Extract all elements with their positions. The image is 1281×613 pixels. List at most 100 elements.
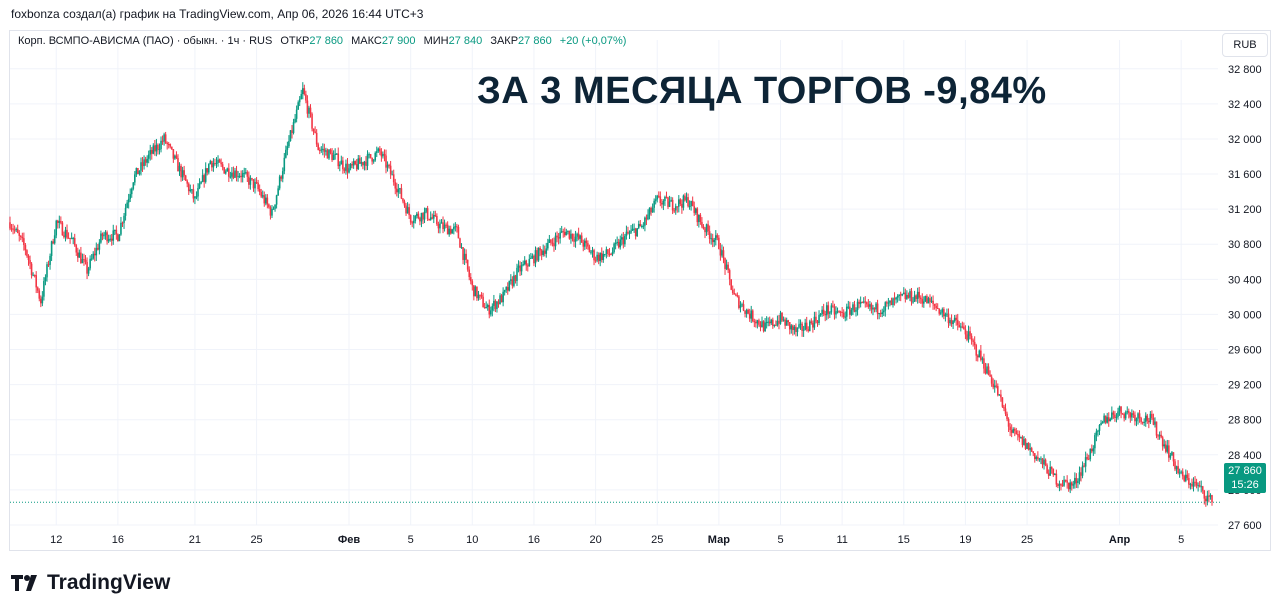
candle-body: [58, 221, 61, 223]
candle-body: [1146, 415, 1149, 421]
candle-body: [1132, 413, 1135, 415]
candle-body: [550, 239, 552, 243]
tradingview-logo-icon: [11, 575, 37, 591]
candle-body: [189, 189, 192, 192]
currency-button[interactable]: RUB: [1222, 33, 1268, 57]
candle-body: [656, 195, 659, 200]
candle-body: [442, 222, 444, 230]
candle-body: [859, 302, 862, 304]
candle-body: [901, 293, 904, 296]
candle-body: [21, 236, 24, 239]
candle-body: [146, 158, 148, 163]
candle-body: [534, 250, 537, 264]
candle-body: [1049, 466, 1051, 476]
candle-body: [254, 182, 256, 189]
candle-body: [548, 239, 551, 243]
candle-body: [862, 301, 865, 303]
candle-body: [580, 235, 583, 243]
candle-body: [1000, 394, 1002, 398]
tradingview-logo[interactable]: TradingView: [11, 571, 170, 595]
candle-body: [399, 188, 401, 190]
candle-body: [228, 168, 230, 177]
candle-body: [1012, 428, 1015, 433]
candle-body: [776, 320, 779, 326]
x-tick-label: 25: [651, 534, 663, 546]
candle-body: [637, 223, 640, 229]
candle-body: [585, 240, 588, 244]
candle-body: [995, 385, 998, 387]
candle-body: [248, 176, 250, 185]
candle-body: [642, 225, 645, 227]
candle-body: [135, 167, 138, 175]
candle-body: [1152, 418, 1155, 425]
candle-body: [294, 118, 296, 123]
last-price-value: 27 860: [1228, 465, 1262, 477]
candle-body: [918, 291, 921, 298]
candle-body: [201, 175, 204, 182]
x-tick-label: 16: [112, 534, 124, 546]
candle-body: [1035, 456, 1038, 460]
candle-body: [335, 153, 338, 155]
candle-body: [1138, 413, 1141, 419]
candle-body: [75, 245, 78, 253]
candle-body: [149, 150, 152, 155]
candle-body: [380, 151, 383, 157]
candle-body: [311, 113, 313, 129]
candle-body: [337, 153, 340, 167]
candle-body: [212, 163, 215, 168]
candle-body: [1015, 430, 1018, 435]
candle-body: [596, 254, 598, 261]
candle-body: [702, 226, 705, 229]
candle-body: [113, 229, 116, 231]
candle-body: [1192, 481, 1195, 487]
candle-body: [1033, 453, 1036, 460]
candle-body: [1058, 483, 1061, 486]
y-tick-label: 29 200: [1228, 380, 1262, 392]
close-value: 27 860: [518, 35, 552, 47]
candle-body: [966, 334, 968, 340]
candle-body: [95, 247, 98, 256]
candle-body: [215, 163, 218, 165]
candle-body: [657, 195, 660, 197]
candle-body: [872, 307, 874, 310]
candle-body: [795, 326, 797, 333]
candle-body: [605, 249, 608, 254]
candle-body: [460, 247, 463, 249]
candle-body: [451, 229, 454, 234]
candle-body: [1168, 445, 1170, 458]
candle-body: [1094, 435, 1096, 449]
candle-body: [252, 179, 255, 189]
candle-body: [983, 358, 985, 369]
candle-body: [1020, 437, 1022, 439]
candle-body: [1100, 423, 1102, 425]
candle-body: [853, 304, 856, 312]
candle-body: [902, 292, 905, 294]
candle-body: [1124, 412, 1127, 419]
chart-frame[interactable]: [9, 30, 1271, 551]
candle-body: [181, 170, 184, 178]
candle-body: [835, 311, 837, 315]
candle-body: [690, 200, 692, 207]
candle-body: [204, 168, 207, 182]
candle-body: [244, 172, 247, 174]
candle-body: [428, 218, 430, 220]
candle-body: [1032, 451, 1035, 454]
tradingview-logo-text: TradingView: [47, 571, 171, 594]
candle-body: [842, 312, 845, 317]
candle-body: [912, 301, 914, 303]
candle-body: [735, 294, 737, 296]
candle-body: [394, 182, 397, 189]
chart-annotation[interactable]: ЗА 3 МЕСЯЦА ТОРГОВ -9,84%: [477, 70, 1047, 112]
candle-body: [144, 159, 147, 163]
candle-body: [713, 239, 716, 243]
candle-body: [463, 253, 466, 260]
candle-body: [645, 217, 648, 220]
candle-body: [1069, 482, 1072, 490]
candle-body: [648, 207, 651, 215]
candle-body: [938, 308, 941, 314]
bar-countdown: 15:26: [1231, 479, 1259, 491]
candle-body: [975, 345, 978, 356]
candle-body: [392, 174, 395, 183]
symbol-name: Корп. ВСМПО-АВИСМА (ПАО) · обыкн. · 1ч ·…: [18, 35, 273, 47]
